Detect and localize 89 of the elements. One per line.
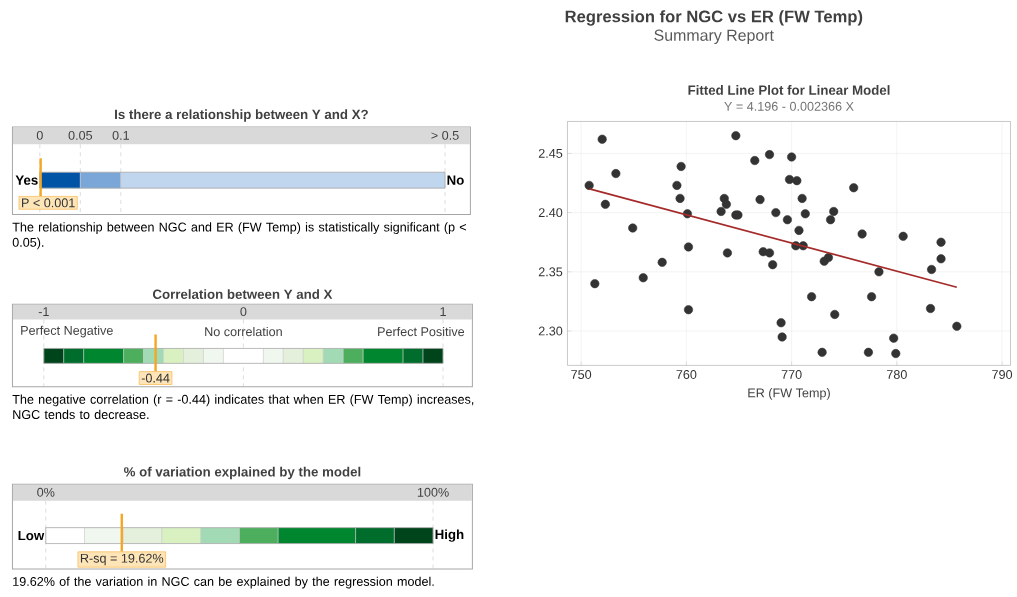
point (584, 180, 594, 190)
ref-line-label: R-sq = 19.62% (80, 553, 164, 566)
text: Summary Report (654, 29, 774, 44)
point (765, 149, 775, 159)
point (731, 130, 741, 141)
x-tick-label: 100% (417, 487, 449, 497)
point (817, 347, 827, 357)
point (750, 155, 760, 165)
point (826, 215, 836, 225)
chart-subtitle: Y = 4.196 - 0.002366 X (724, 101, 854, 111)
chart-title: Fitted Line Plot for Linear Model (688, 84, 890, 95)
x-tick-label: 0% (37, 487, 55, 497)
point (863, 347, 873, 357)
point (638, 273, 648, 283)
point (830, 309, 840, 319)
text: Regression for NGC vs ER (FW Temp) (565, 9, 863, 26)
point (926, 303, 936, 313)
chart-title: % of variation explained by the model (124, 466, 361, 479)
point (849, 183, 859, 193)
point (683, 305, 693, 315)
x-tick-label: 0.05 (68, 130, 93, 140)
point (807, 292, 817, 302)
text: Yes (15, 175, 38, 185)
point (898, 231, 908, 241)
x-tick-label: 790 (992, 369, 1013, 379)
x-tick-label: 0 (240, 306, 247, 316)
point (657, 257, 667, 267)
y-tick-label: 2.35 (538, 267, 563, 277)
point (857, 229, 867, 239)
x-tick-label: 770 (781, 369, 802, 379)
annotation: Perfect Positive (378, 326, 465, 336)
x-tick-label: 1 (440, 307, 446, 316)
point (782, 215, 792, 225)
point (755, 194, 765, 204)
annotation: No correlation (205, 326, 282, 336)
y-tick-label: 2.40 (538, 208, 563, 217)
text: No (447, 175, 464, 185)
point (600, 199, 610, 209)
point (611, 168, 621, 178)
point (936, 237, 946, 247)
x-tick-label: 760 (676, 369, 697, 379)
ref-line-label: P < 0.001 (22, 198, 75, 208)
point (776, 318, 786, 328)
point (787, 152, 797, 162)
point (823, 252, 833, 262)
point (672, 180, 682, 190)
point (722, 248, 732, 258)
point (936, 254, 946, 264)
text: 19.62% of the variation in NGC can be explained by the regression model. (13, 576, 434, 589)
point (716, 206, 726, 216)
point (771, 207, 781, 217)
point (683, 242, 693, 252)
point (675, 193, 685, 203)
point (721, 199, 731, 209)
point (777, 332, 787, 342)
x-tick-label: 750 (571, 369, 592, 379)
x-tick-label: 0.1 (112, 130, 129, 140)
text: The negative correlation (r = -0.44) indicates that when ER (FW Temp) increases, NGC tends to decrease. (12, 394, 474, 419)
text: Low (18, 530, 45, 541)
point (927, 264, 937, 274)
point (874, 267, 884, 277)
point (765, 248, 775, 258)
text: The relationship between NGC and ER (FW Temp) is statistically significant (p < 0.05). (12, 222, 466, 250)
ref-line-label: -0.44 (141, 373, 170, 383)
point (590, 278, 600, 289)
point (794, 225, 804, 235)
point (768, 260, 778, 270)
point (800, 209, 810, 219)
text: High (435, 529, 464, 542)
x-tick-label: -1 (38, 307, 49, 316)
point (829, 206, 839, 216)
y-tick-label: 2.45 (538, 148, 563, 158)
x-tick-label: 0 (36, 130, 43, 140)
point (676, 161, 686, 171)
x-tick-label: > 0.5 (431, 130, 459, 140)
chart-title: Correlation between Y and X (152, 289, 333, 299)
y-tick-label: 2.30 (538, 326, 563, 336)
point (867, 292, 877, 302)
point (891, 348, 901, 358)
point (792, 175, 802, 186)
point (889, 333, 899, 343)
annotation: Perfect Negative (21, 325, 113, 338)
x-tick-label: 780 (886, 369, 907, 379)
chart-title: Is there a relationship between Y and X? (115, 109, 368, 122)
point (628, 223, 638, 233)
x-axis-title: ER (FW Temp) (748, 387, 830, 400)
point (952, 321, 962, 331)
point (797, 193, 807, 203)
point (597, 134, 607, 144)
